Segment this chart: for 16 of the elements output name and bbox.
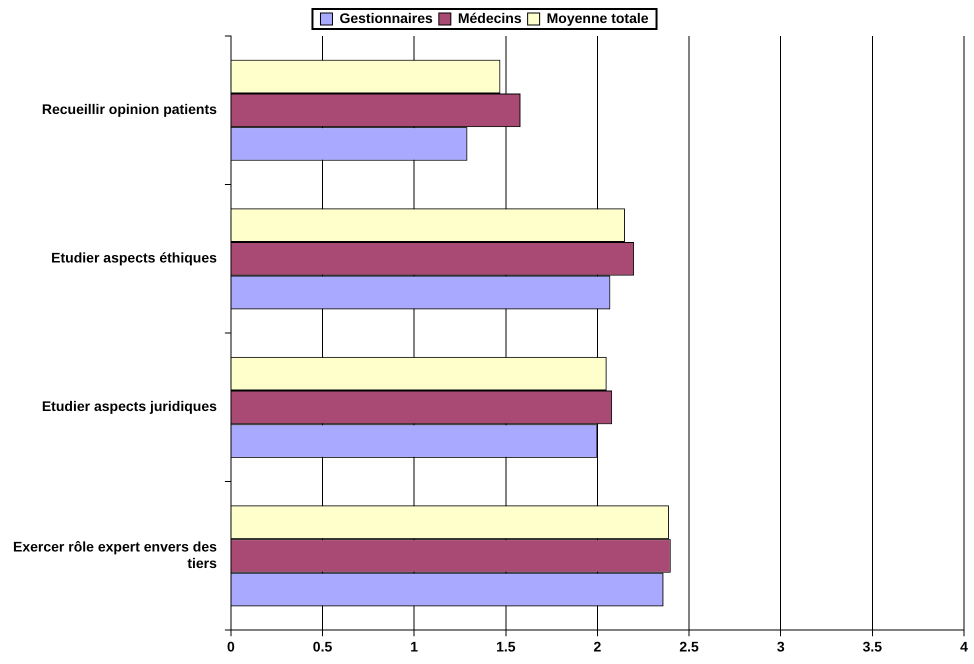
x-tick-label: 0 [227,638,236,654]
x-tick-label: 4 [960,638,968,654]
x-tick-label: 2 [594,638,602,654]
y-tick-label: Etudier aspects éthiques [51,250,218,266]
legend-label: Médecins [458,10,522,26]
y-tick-label: Etudier aspects juridiques [42,398,218,414]
x-tick-label: 3.5 [862,638,882,654]
y-tick-label: Exercer rôle expert envers des tiers [12,538,218,572]
x-tick-label: 0.5 [312,638,332,654]
x-tick-label: 3 [776,638,785,654]
x-tick-label: 2.5 [679,638,700,654]
legend-label: Moyenne totale [546,10,649,26]
x-tick-label: 1.5 [496,638,516,654]
x-tick-label: 1 [410,638,418,654]
legend-label: Gestionnaires [339,10,434,26]
y-tick-label: Recueillir opinion patients [42,101,218,118]
